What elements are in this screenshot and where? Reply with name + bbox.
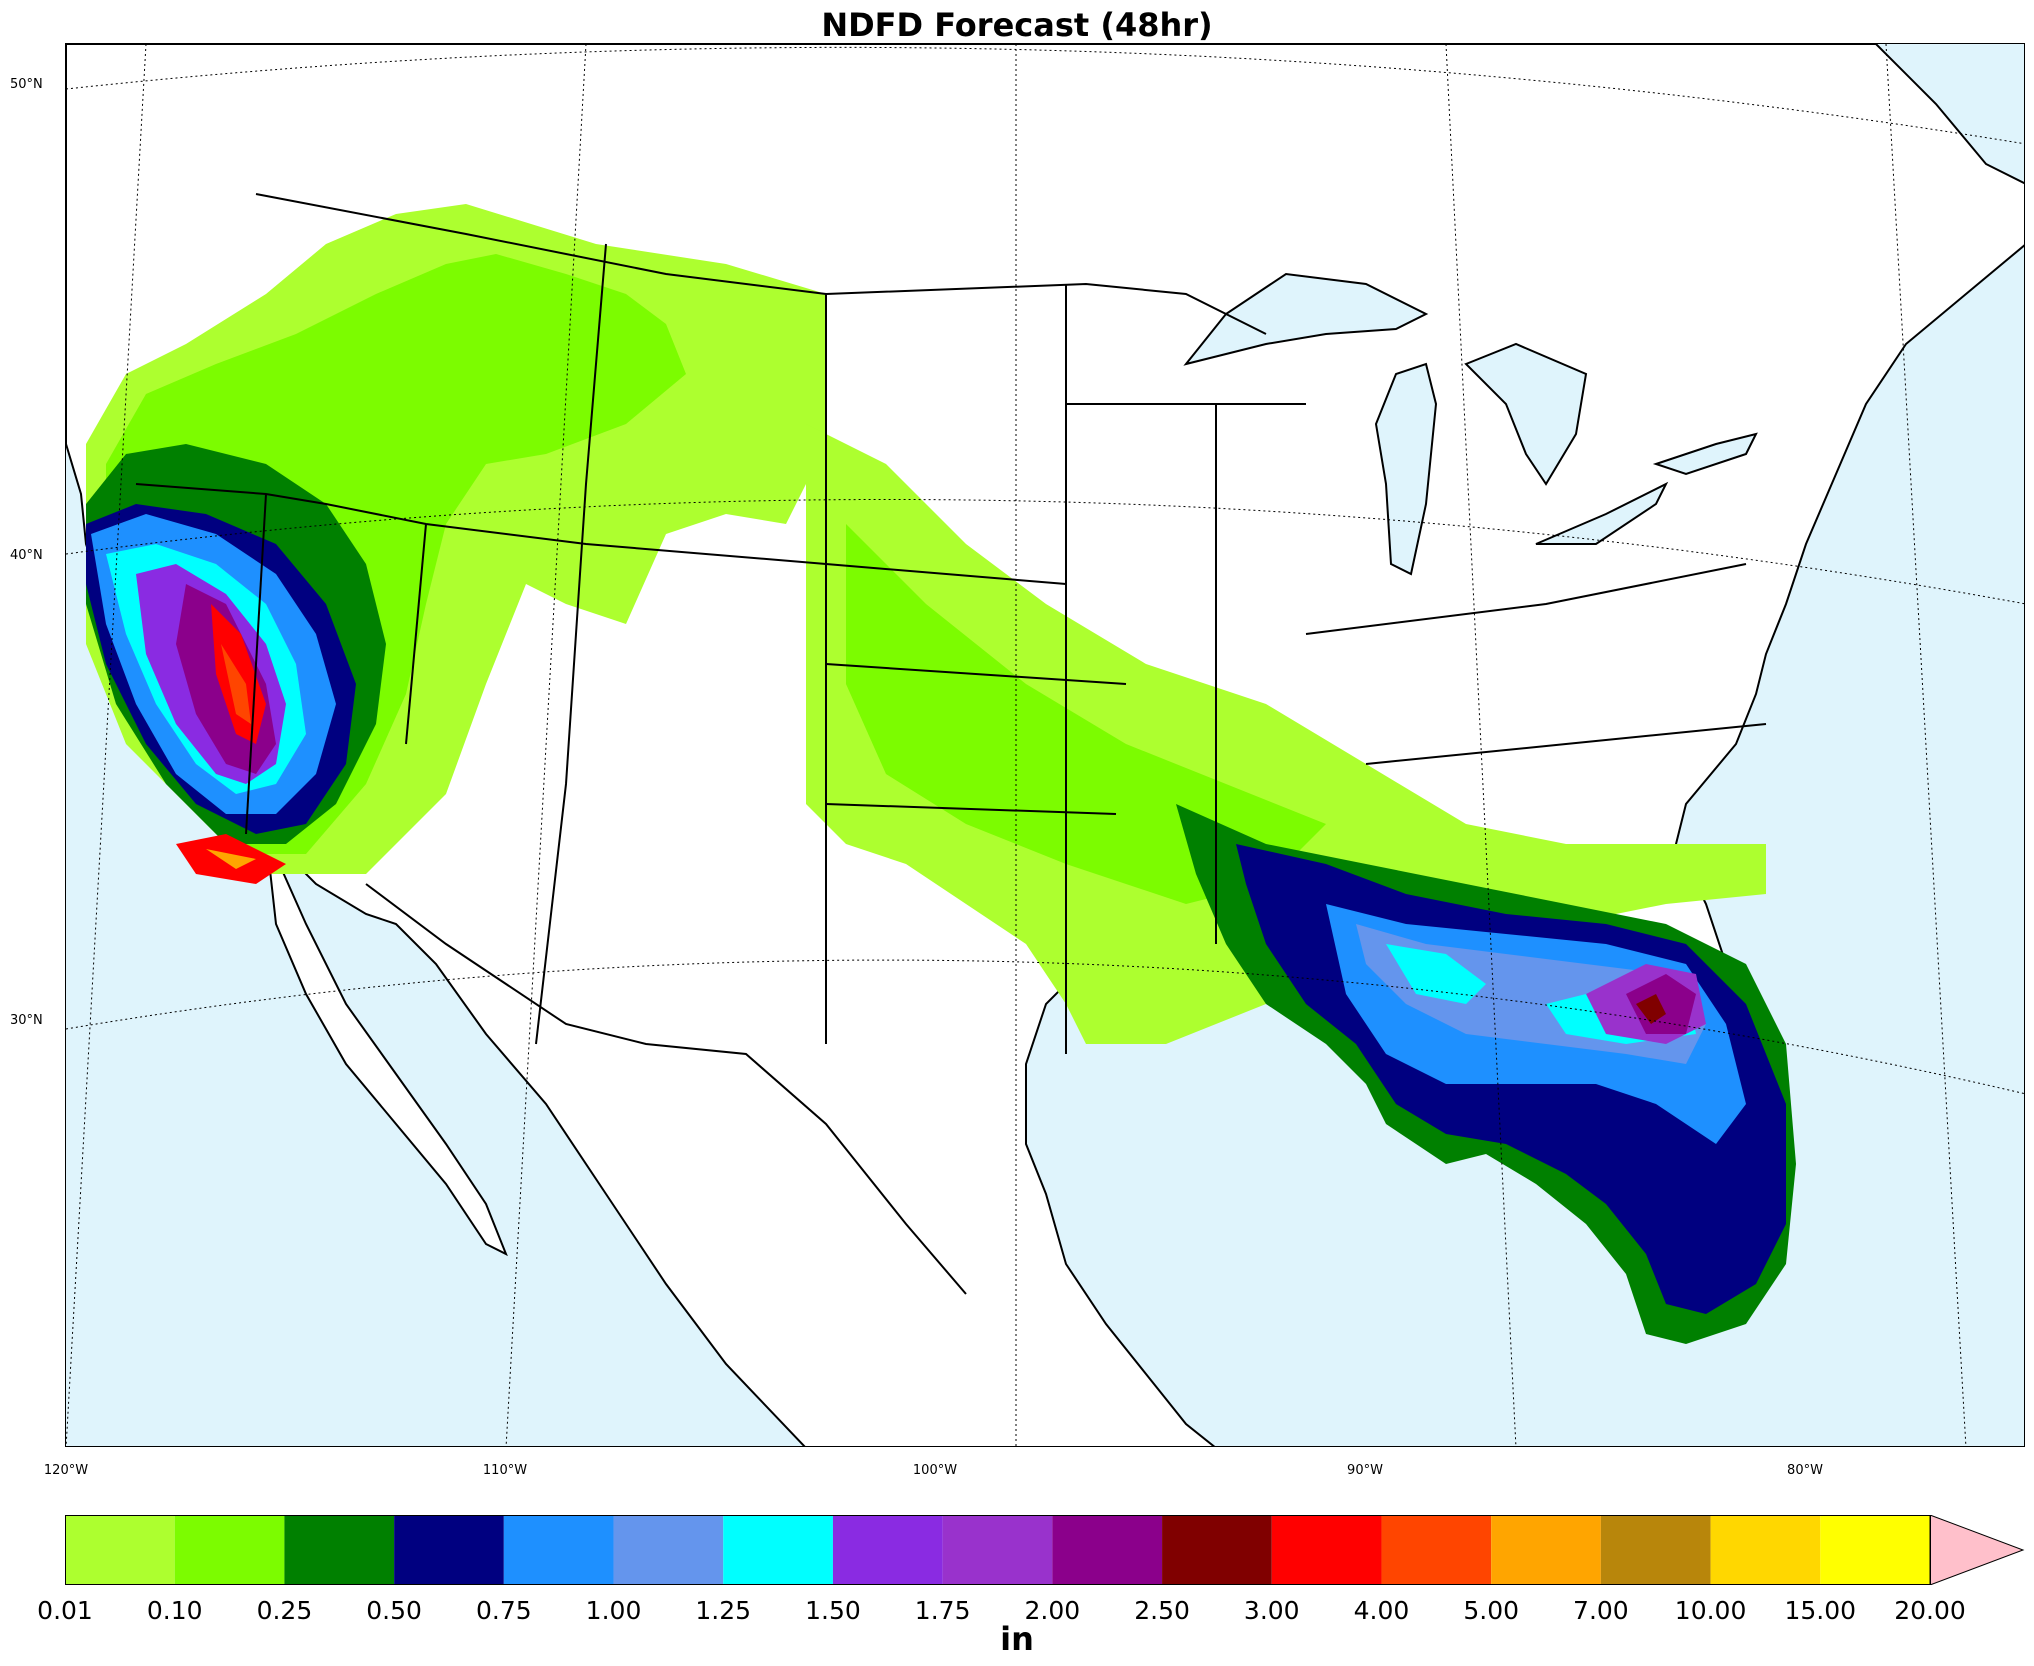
graticule [66,44,2024,1446]
colorbar-tick-label: 1.75 [914,1596,971,1625]
lake-michigan [1374,362,1438,576]
colorbar-tick-label: 10.00 [1674,1596,1747,1625]
colorbar-tick-label: 20.00 [1894,1596,1966,1625]
lat-label-40n: 40°N [10,548,43,563]
colorbar-bin [1271,1515,1382,1585]
precip-southeast [1176,804,1796,1344]
colorbar-bin [942,1515,1053,1585]
lake-ontario [1652,432,1758,476]
colorbar-bin [1820,1515,1930,1585]
colorbar-tick-label: 0.01 [37,1596,93,1625]
colorbar-outline [65,1515,1931,1585]
colorbar-bin [1710,1515,1821,1585]
colorbar-bin [1381,1515,1492,1585]
colorbar-bin [394,1515,504,1585]
lat-label-50n: 50°N [10,77,43,92]
colorbar-bin [65,1515,175,1585]
colorbar-tick-label: 0.10 [146,1596,203,1625]
colorbar-bin [174,1515,285,1585]
colorbar [65,1515,2025,1585]
colorbar-tick-label: 7.00 [1573,1596,1629,1625]
colorbar-bin [1162,1515,1272,1585]
precip-west [86,204,826,884]
map-title: NDFD Forecast (48hr) [821,6,1213,44]
political-borders [135,193,1767,1295]
lake-superior [1183,272,1429,366]
lake-huron [1464,342,1588,486]
colorbar-bin [613,1515,724,1585]
colorbar-bin [1491,1515,1601,1585]
colorbar-bin [503,1515,614,1585]
colorbar-tick-label: 0.75 [475,1596,532,1625]
lon-label-120w: 120°W [43,1463,89,1478]
colorbar-tick-label: 4.00 [1353,1596,1410,1625]
lon-label-80w: 80°W [1787,1463,1823,1478]
colorbar-tick-label: 1.25 [695,1596,752,1625]
colorbar-tick-label: 0.25 [256,1596,313,1625]
colorbar-tick-label: 1.00 [585,1596,642,1625]
baja-peninsula [265,833,508,1257]
colorbar-extend-arrow [1929,1515,2025,1585]
colorbar-tick-label: 0.50 [366,1596,422,1625]
colorbar-bin [1600,1515,1711,1585]
colorbar-bin [1052,1515,1163,1585]
lon-label-100w: 100°W [912,1463,958,1478]
colorbar-tick-label: 2.50 [1134,1596,1190,1625]
colorbar-tick-label: 2.00 [1024,1596,1081,1625]
colorbar-units: in [1000,1620,1034,1658]
colorbar-bin [723,1515,833,1585]
lon-label-90w: 90°W [1347,1463,1383,1478]
lake-erie [1535,481,1669,545]
lat-label-30n: 30°N [10,1013,43,1028]
colorbar-tick-label: 3.00 [1243,1596,1300,1625]
precip-map [65,43,2025,1447]
colorbar-tick-label: 1.50 [805,1596,861,1625]
colorbar-tick-label: 5.00 [1463,1596,1520,1625]
colorbar-bin [832,1515,943,1585]
colorbar-bin [284,1515,395,1585]
colorbar-tick-label: 15.00 [1784,1596,1857,1625]
lon-label-110w: 110°W [482,1463,528,1478]
